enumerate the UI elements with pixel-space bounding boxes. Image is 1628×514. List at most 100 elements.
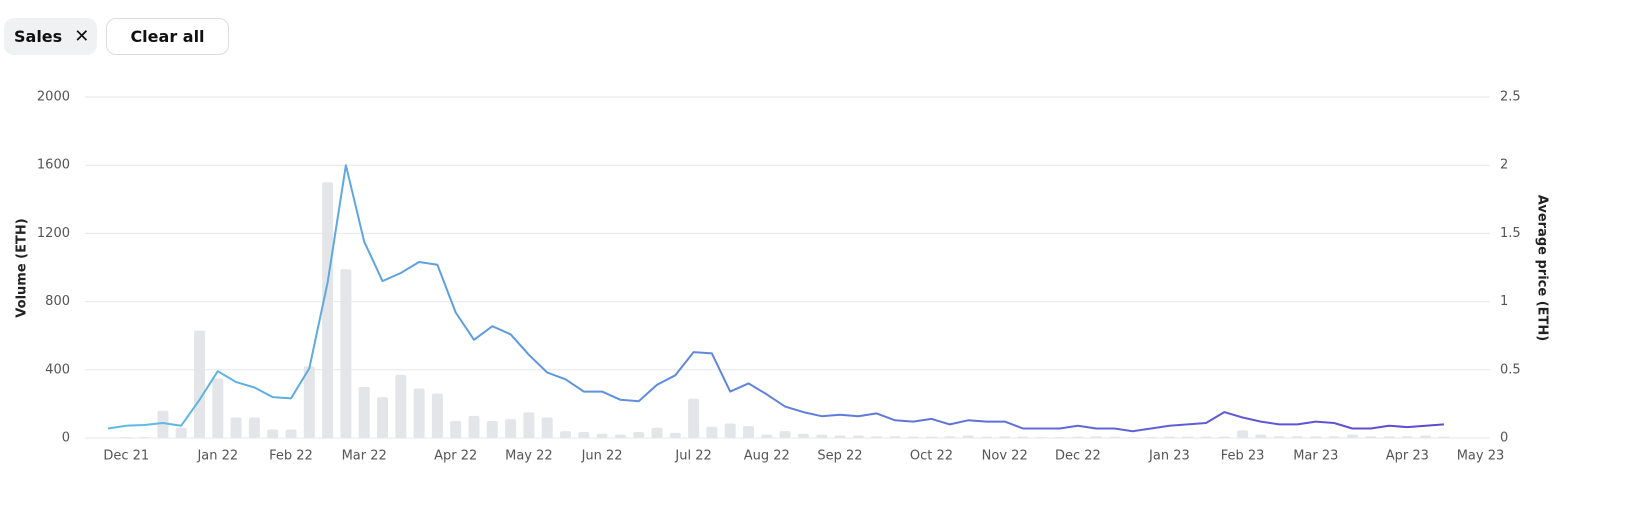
- bar: [578, 432, 590, 438]
- price-line: [107, 164, 1444, 433]
- bar: [267, 429, 279, 438]
- x-tick-label: Dec 22: [1055, 449, 1101, 464]
- bar: [1182, 436, 1194, 438]
- y-axis-title: Volume (ETH): [15, 218, 30, 317]
- x-tick-label: Oct 22: [910, 449, 953, 464]
- y2-tick-label: 1.5: [1500, 226, 1521, 241]
- y-tick-label: 2000: [37, 90, 70, 105]
- filter-chip[interactable]: Sales ✕: [4, 18, 97, 55]
- bar: [907, 436, 919, 438]
- bar: [724, 423, 736, 438]
- bar: [523, 412, 535, 438]
- y2-tick-label: 0.5: [1500, 362, 1521, 377]
- bar: [1200, 436, 1212, 438]
- remove-icon[interactable]: ✕: [74, 26, 90, 47]
- x-tick-label: Aug 22: [744, 449, 790, 464]
- x-tick-label: Jun 22: [581, 449, 623, 464]
- bar: [1273, 436, 1285, 438]
- y2-tick-label: 2.5: [1500, 90, 1521, 105]
- bar: [688, 398, 700, 438]
- y2-tick-label: 2: [1500, 158, 1508, 173]
- x-tick-label: May 23: [1457, 449, 1505, 464]
- bar: [852, 435, 864, 438]
- chip-label: Sales: [14, 27, 63, 46]
- x-tick-label: Dec 21: [103, 449, 149, 464]
- bar: [669, 432, 681, 438]
- bar: [871, 436, 883, 438]
- bar: [505, 419, 517, 438]
- bar: [1292, 436, 1303, 438]
- bar: [1127, 437, 1139, 438]
- bar: [1090, 436, 1102, 438]
- y-tick-label: 1600: [37, 158, 70, 173]
- bar: [1346, 434, 1358, 438]
- bar: [157, 410, 169, 438]
- y2-tick-label: 0: [1500, 431, 1508, 446]
- bar: [175, 427, 187, 438]
- bar: [1072, 436, 1084, 438]
- x-tick-label: Feb 23: [1221, 449, 1265, 464]
- bar: [706, 426, 718, 438]
- bar: [1145, 437, 1157, 438]
- bar: [816, 434, 828, 438]
- bar: [962, 435, 974, 438]
- bar: [194, 330, 205, 438]
- bar: [560, 431, 571, 438]
- x-tick-label: Jan 22: [196, 449, 238, 464]
- bar: [1365, 436, 1377, 438]
- bar: [486, 420, 498, 438]
- bar: [1328, 436, 1340, 438]
- y-tick-label: 400: [45, 362, 70, 377]
- bar: [743, 426, 754, 438]
- bar: [1255, 434, 1267, 438]
- y2-tick-label: 1: [1500, 294, 1508, 309]
- y-tick-label: 800: [45, 294, 70, 309]
- clear-button[interactable]: Clear all: [106, 18, 229, 55]
- bar: [340, 269, 352, 438]
- bar: [926, 436, 937, 438]
- y-tick-label: 0: [62, 431, 70, 446]
- x-tick-label: May 22: [505, 449, 553, 464]
- bar: [1401, 436, 1413, 438]
- bar: [1017, 436, 1029, 438]
- y2-axis-title: Average price (ETH): [1535, 195, 1550, 341]
- bar: [779, 431, 791, 438]
- bar: [322, 182, 334, 438]
- bar: [450, 420, 462, 438]
- bar: [248, 417, 260, 438]
- x-tick-label: Jul 22: [674, 449, 711, 464]
- bar: [999, 436, 1011, 438]
- bar: [633, 432, 645, 438]
- bar: [120, 437, 132, 438]
- bar: [761, 434, 773, 438]
- bar: [797, 433, 809, 438]
- bar: [212, 378, 224, 438]
- x-tick-label: Jan 23: [1148, 449, 1190, 464]
- y-tick-label: 1200: [37, 226, 70, 241]
- bar: [651, 427, 663, 438]
- bar: [377, 397, 388, 438]
- bar: [1218, 436, 1230, 438]
- bar: [285, 429, 297, 438]
- bar: [596, 433, 608, 438]
- bar: [139, 437, 151, 438]
- bar: [1420, 435, 1432, 438]
- bar: [1438, 436, 1450, 438]
- bar: [395, 374, 407, 438]
- bar: [413, 388, 425, 438]
- bar: [1310, 436, 1322, 438]
- bar: [541, 417, 553, 438]
- x-tick-label: Apr 22: [434, 449, 477, 464]
- x-tick-label: Mar 23: [1293, 449, 1338, 464]
- bar: [303, 366, 315, 438]
- bar: [980, 436, 992, 438]
- bar: [1109, 436, 1120, 438]
- bar: [1237, 430, 1249, 438]
- bar: [834, 435, 846, 438]
- bar: [944, 436, 956, 438]
- bar: [1035, 437, 1047, 438]
- x-tick-label: Nov 22: [982, 449, 1028, 464]
- bar: [614, 434, 626, 438]
